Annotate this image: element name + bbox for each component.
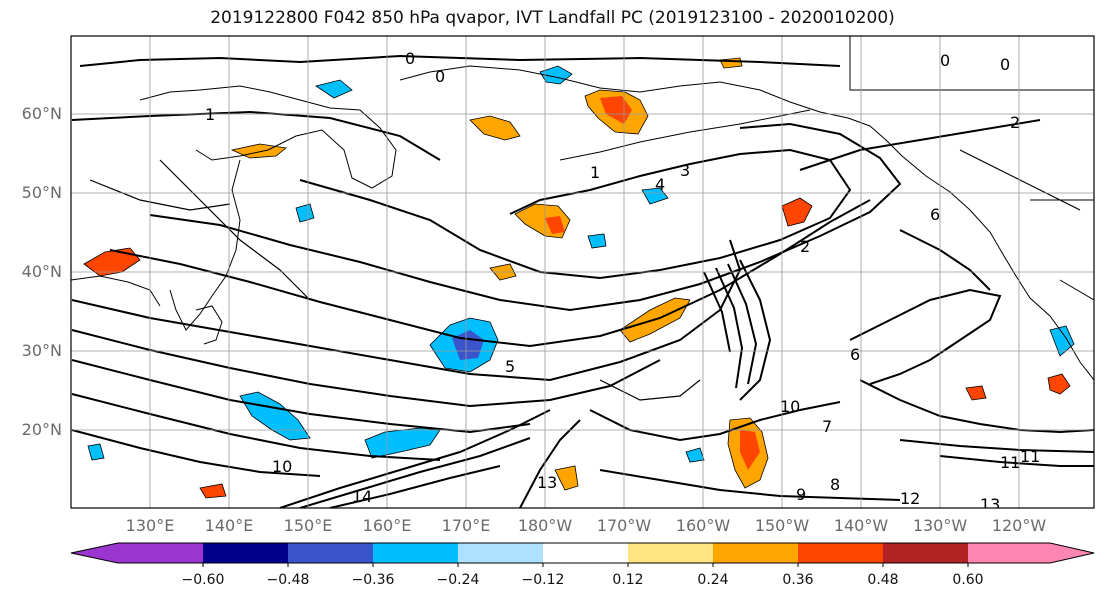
contour-label: 0 [940, 51, 950, 70]
colorbar-outline [70, 542, 1095, 564]
contour-label: 13 [980, 495, 1000, 514]
colorbar-extend-low [71, 543, 118, 563]
graticule [71, 36, 1094, 508]
contour-label: 9 [796, 485, 806, 504]
colorbar-tick-label: −0.24 [436, 572, 480, 588]
lon-label: 130°E [125, 516, 175, 535]
contour-label: 6 [930, 205, 940, 224]
contour-label: 8 [830, 475, 840, 494]
colorbar-tick-label: −0.60 [181, 572, 225, 588]
colorbar-cell [543, 543, 628, 563]
colorbar-tick-label: 0.36 [782, 572, 814, 588]
contour-label: 1 [205, 105, 215, 124]
colorbar-tick-label: −0.48 [266, 572, 310, 588]
colorbar-tick-label: 0.24 [697, 572, 729, 588]
contour-label: 10 [272, 457, 292, 476]
contour-label: 14 [352, 487, 372, 506]
lon-label: 160°E [362, 516, 412, 535]
lat-label-40n: 40°N [21, 262, 62, 281]
contour-label: 10 [780, 397, 800, 416]
contour-label: 0 [1000, 55, 1010, 74]
lat-label-50n: 50°N [21, 183, 62, 202]
contour-label: 2 [800, 237, 810, 256]
colorbar-cell [118, 543, 203, 563]
colorbar-cell [458, 543, 543, 563]
colorbar-tick-label: 0.48 [867, 572, 899, 588]
colorbar-tick-label: 0.12 [612, 572, 644, 588]
contour-label: 6 [850, 345, 860, 364]
lon-label: 130°W [912, 516, 968, 535]
colorbar-cell [373, 543, 458, 563]
colorbar-cell [203, 543, 288, 563]
contour-label: 2 [1010, 113, 1020, 132]
colorbar-cell [883, 543, 968, 563]
contour-label: 3 [680, 161, 690, 180]
lon-label: 120°W [991, 516, 1047, 535]
lon-label: 140°W [833, 516, 889, 535]
contour-label: 4 [655, 175, 665, 194]
map-border [70, 35, 1095, 509]
lat-label-20n: 20°N [21, 420, 62, 439]
coastline-layer [71, 36, 1094, 381]
lat-label-30n: 30°N [21, 341, 62, 360]
contour-label: 7 [822, 417, 832, 436]
contour-label: 1 [590, 163, 600, 182]
lat-label-60n: 60°N [21, 104, 62, 123]
lon-label: 160°W [675, 516, 731, 535]
contour-label: 12 [900, 489, 920, 508]
colorbar-tick-label: −0.36 [351, 572, 395, 588]
figure-title: 2019122800 F042 850 hPa qvapor, IVT Land… [210, 8, 895, 28]
lon-label: 170°W [596, 516, 652, 535]
colorbar-cell [798, 543, 883, 563]
colorbar-cell [968, 543, 1050, 563]
colorbar-tick-label: −0.12 [521, 572, 565, 588]
colorbar-extend-high [1050, 543, 1094, 563]
lon-label: 170°E [441, 516, 491, 535]
anomaly-fill-layer [83, 57, 1075, 499]
contour-label: 11 [1000, 453, 1020, 472]
contour-label: 0 [405, 49, 415, 68]
colorbar-cell [713, 543, 798, 563]
contour-label: 11 [1020, 447, 1040, 466]
contour-label: 5 [505, 357, 515, 376]
lon-label: 180°W [517, 516, 573, 535]
contour-layer [71, 54, 1094, 508]
lon-label: 140°E [204, 516, 254, 535]
colorbar-tick-label: 0.60 [952, 572, 984, 588]
lon-label: 150°E [283, 516, 333, 535]
lon-label: 150°W [754, 516, 810, 535]
colorbar-cell [628, 543, 713, 563]
contour-label: 13 [537, 473, 557, 492]
contour-label: 0 [435, 67, 445, 86]
colorbar-cell [288, 543, 373, 563]
